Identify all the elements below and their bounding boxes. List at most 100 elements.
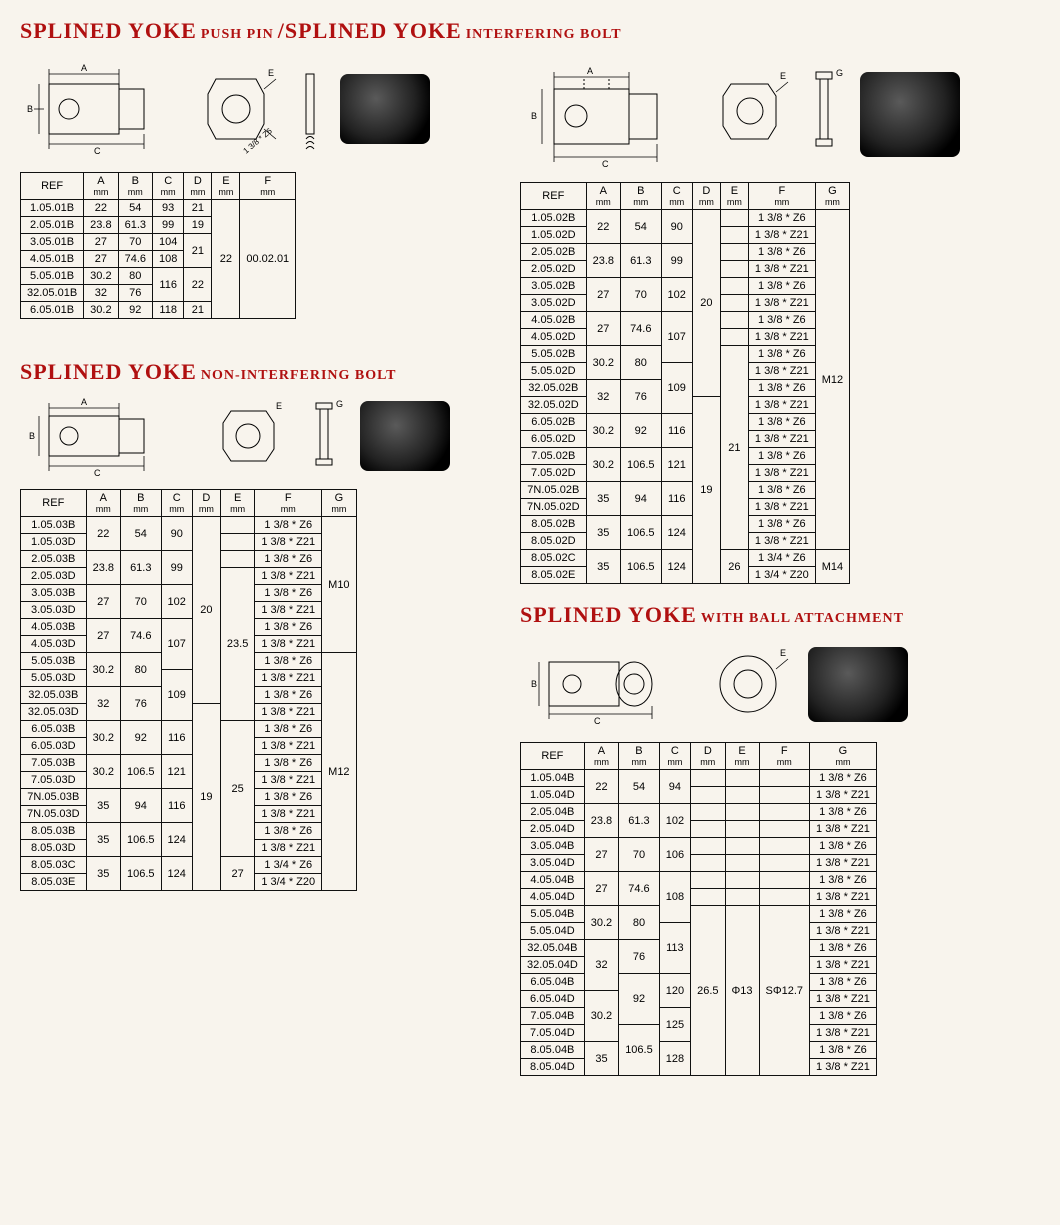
cell: 74.6: [619, 872, 660, 906]
cell: 4.05.02B: [521, 312, 587, 329]
cell: 1 3/8 * Z21: [810, 923, 877, 940]
cell: 61.3: [121, 551, 162, 585]
cell: 106.5: [621, 550, 662, 584]
cell: 32.05.04D: [521, 957, 585, 974]
cell: 80: [619, 906, 660, 940]
table-row: 6.05.03B30.292116251 3/8 * Z6: [21, 721, 357, 738]
cell: 6.05.04B: [521, 974, 585, 991]
cell: 7.05.03B: [21, 755, 87, 772]
cell: [691, 770, 725, 787]
cell: 35: [86, 857, 120, 891]
cell: 27: [84, 234, 118, 251]
cell: 121: [661, 448, 692, 482]
cell: 80: [621, 346, 662, 380]
cell: 30.2: [584, 906, 618, 940]
col-header: Gmm: [322, 490, 356, 517]
table-row: 8.05.03B35106.51241 3/8 * Z6: [21, 823, 357, 840]
cell: 1 3/8 * Z6: [748, 380, 815, 397]
cell: [759, 872, 810, 889]
svg-text:E: E: [276, 401, 282, 411]
cell: 1 3/8 * Z6: [255, 551, 322, 568]
cell: 21: [720, 346, 748, 550]
cell: 32.05.04B: [521, 940, 585, 957]
cell: 21: [184, 234, 212, 268]
cell: M12: [815, 210, 849, 550]
cell: 1 3/8 * Z6: [810, 974, 877, 991]
cell: 4.05.01B: [21, 251, 84, 268]
cell: 30.2: [86, 755, 120, 789]
cell: 74.6: [118, 251, 152, 268]
svg-text:C: C: [94, 146, 101, 156]
cell: 19: [192, 704, 220, 891]
svg-text:C: C: [602, 159, 609, 169]
col-header: Emm: [725, 743, 759, 770]
cell: 8.05.02E: [521, 567, 587, 584]
cell: 27: [86, 585, 120, 619]
diagram-4: C B E: [524, 634, 1040, 734]
cell: M12: [322, 653, 356, 891]
cell: 1.05.04D: [521, 787, 585, 804]
cell: 99: [161, 551, 192, 585]
cell: 108: [153, 251, 184, 268]
svg-text:B: B: [29, 431, 35, 441]
table-row: 3.05.04D1 3/8 * Z21: [521, 855, 877, 872]
cell: 99: [153, 217, 184, 234]
cell: 2.05.02B: [521, 244, 587, 261]
table-row: 2.05.02B23.861.3991 3/8 * Z6: [521, 244, 850, 261]
cell: 102: [659, 804, 690, 838]
cell: 4.05.04B: [521, 872, 585, 889]
cell: 30.2: [86, 653, 120, 687]
cell: 1 3/8 * Z6: [255, 585, 322, 602]
col-header: Gmm: [810, 743, 877, 770]
table-row: 7.05.02B30.2106.51211 3/8 * Z6: [521, 448, 850, 465]
col-header: Dmm: [184, 173, 212, 200]
svg-text:E: E: [780, 71, 786, 81]
cell: 6.05.02B: [521, 414, 587, 431]
cell: 102: [661, 278, 692, 312]
cell: 104: [153, 234, 184, 251]
cell: 1 3/8 * Z6: [255, 517, 322, 534]
col-header: Dmm: [692, 183, 720, 210]
col-header: Bmm: [621, 183, 662, 210]
col-header: Emm: [212, 173, 240, 200]
cell: 32.05.02B: [521, 380, 587, 397]
cell: 93: [153, 200, 184, 217]
col-header: Bmm: [118, 173, 152, 200]
cell: 1.05.03D: [21, 534, 87, 551]
cell: 54: [118, 200, 152, 217]
cell: 7N.05.02D: [521, 499, 587, 516]
cell: 80: [118, 268, 152, 285]
cell: 54: [621, 210, 662, 244]
cell: 1 3/8 * Z6: [748, 244, 815, 261]
cell: 1 3/8 * Z21: [255, 670, 322, 687]
cell: 6.05.01B: [21, 302, 84, 319]
col-header: Amm: [86, 490, 120, 517]
cell: 27: [586, 278, 620, 312]
cell: 32: [84, 285, 118, 302]
table-row: 1.05.02B225490201 3/8 * Z6M12: [521, 210, 850, 227]
cell: 35: [584, 1042, 618, 1076]
cell: 22: [184, 268, 212, 302]
cell: 106.5: [121, 755, 162, 789]
cell: 32: [584, 940, 618, 991]
cell: [725, 889, 759, 906]
cell: 1 3/8 * Z21: [255, 772, 322, 789]
svg-text:G: G: [336, 399, 343, 409]
cell: 76: [621, 380, 662, 414]
table-row: 4.05.04D1 3/8 * Z21: [521, 889, 877, 906]
title-3: SPLINED YOKE NON-INTERFERING BOLT: [20, 359, 490, 385]
cell: 1 3/8 * Z21: [748, 499, 815, 516]
table-row: 3.05.03B27701021 3/8 * Z6: [21, 585, 357, 602]
t3a: SPLINED YOKE: [20, 359, 197, 384]
cell: [720, 278, 748, 295]
cell: 1 3/8 * Z21: [810, 821, 877, 838]
cell: 32: [586, 380, 620, 414]
cell: [759, 787, 810, 804]
cell: 2.05.03B: [21, 551, 87, 568]
cell: 107: [661, 312, 692, 363]
cell: 1 3/8 * Z21: [810, 957, 877, 974]
cell: 94: [121, 789, 162, 823]
cell: [720, 261, 748, 278]
svg-text:E: E: [780, 648, 786, 658]
cell: 109: [161, 670, 192, 721]
